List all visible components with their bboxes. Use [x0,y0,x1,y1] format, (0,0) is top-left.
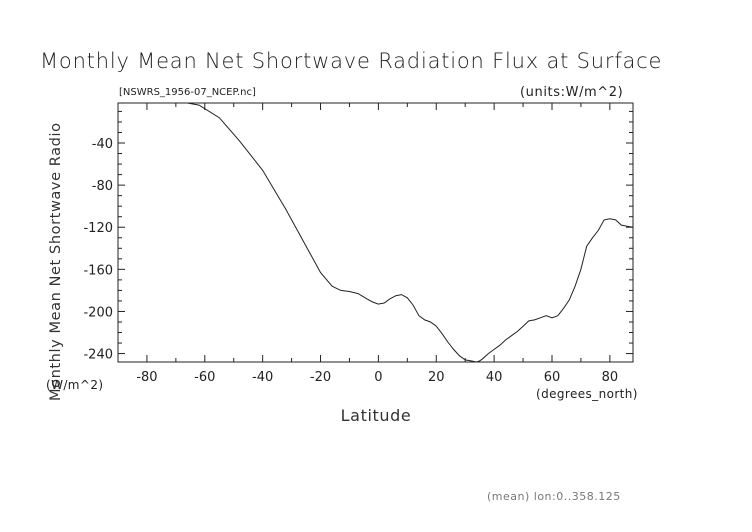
footer-note: (mean) lon:0..358.125 [487,490,621,503]
x-tick-label: -40 [252,370,273,385]
y-tick-label: -240 [83,348,113,363]
x-tick-label: -80 [136,370,157,385]
x-axis-label: Latitude [341,406,412,425]
x-tick-label: 0 [374,370,382,385]
y-axis-units: (W/m^2) [46,378,103,392]
chart-title: Monthly Mean Net Shortwave Radiation Flu… [40,49,662,73]
x-tick-label: 40 [486,370,503,385]
y-tick-label: -40 [92,137,113,152]
y-tick-label: -120 [83,221,113,236]
y-tick-label: -80 [92,179,113,194]
x-axis-units: (degrees_north) [536,387,638,401]
units-label: (units:W/m^2) [520,85,623,100]
y-tick-label: -200 [83,305,113,320]
y-tick-label: -160 [83,263,113,278]
source-label: [NSWRS_1956-07_NCEP.nc] [119,87,256,98]
tick-labels: -80 -60 -40 -20 0 20 40 60 80-40-80-120-160-200-… [83,137,618,385]
x-tick-label: 80 [602,370,619,385]
x-tick-label: 60 [544,370,561,385]
x-tick-label: 20 [428,370,445,385]
series-line [123,102,634,363]
y-axis-label: Monthly Mean Net Shortwave Radio [48,122,64,401]
ticks [117,103,633,362]
plot-area: -80 -60 -40 -20 0 20 40 60 80-40-80-120-160-200-… [83,102,634,385]
x-tick-label: -20 [310,370,331,385]
x-tick-label: -60 [194,370,215,385]
plot-frame [117,102,634,363]
